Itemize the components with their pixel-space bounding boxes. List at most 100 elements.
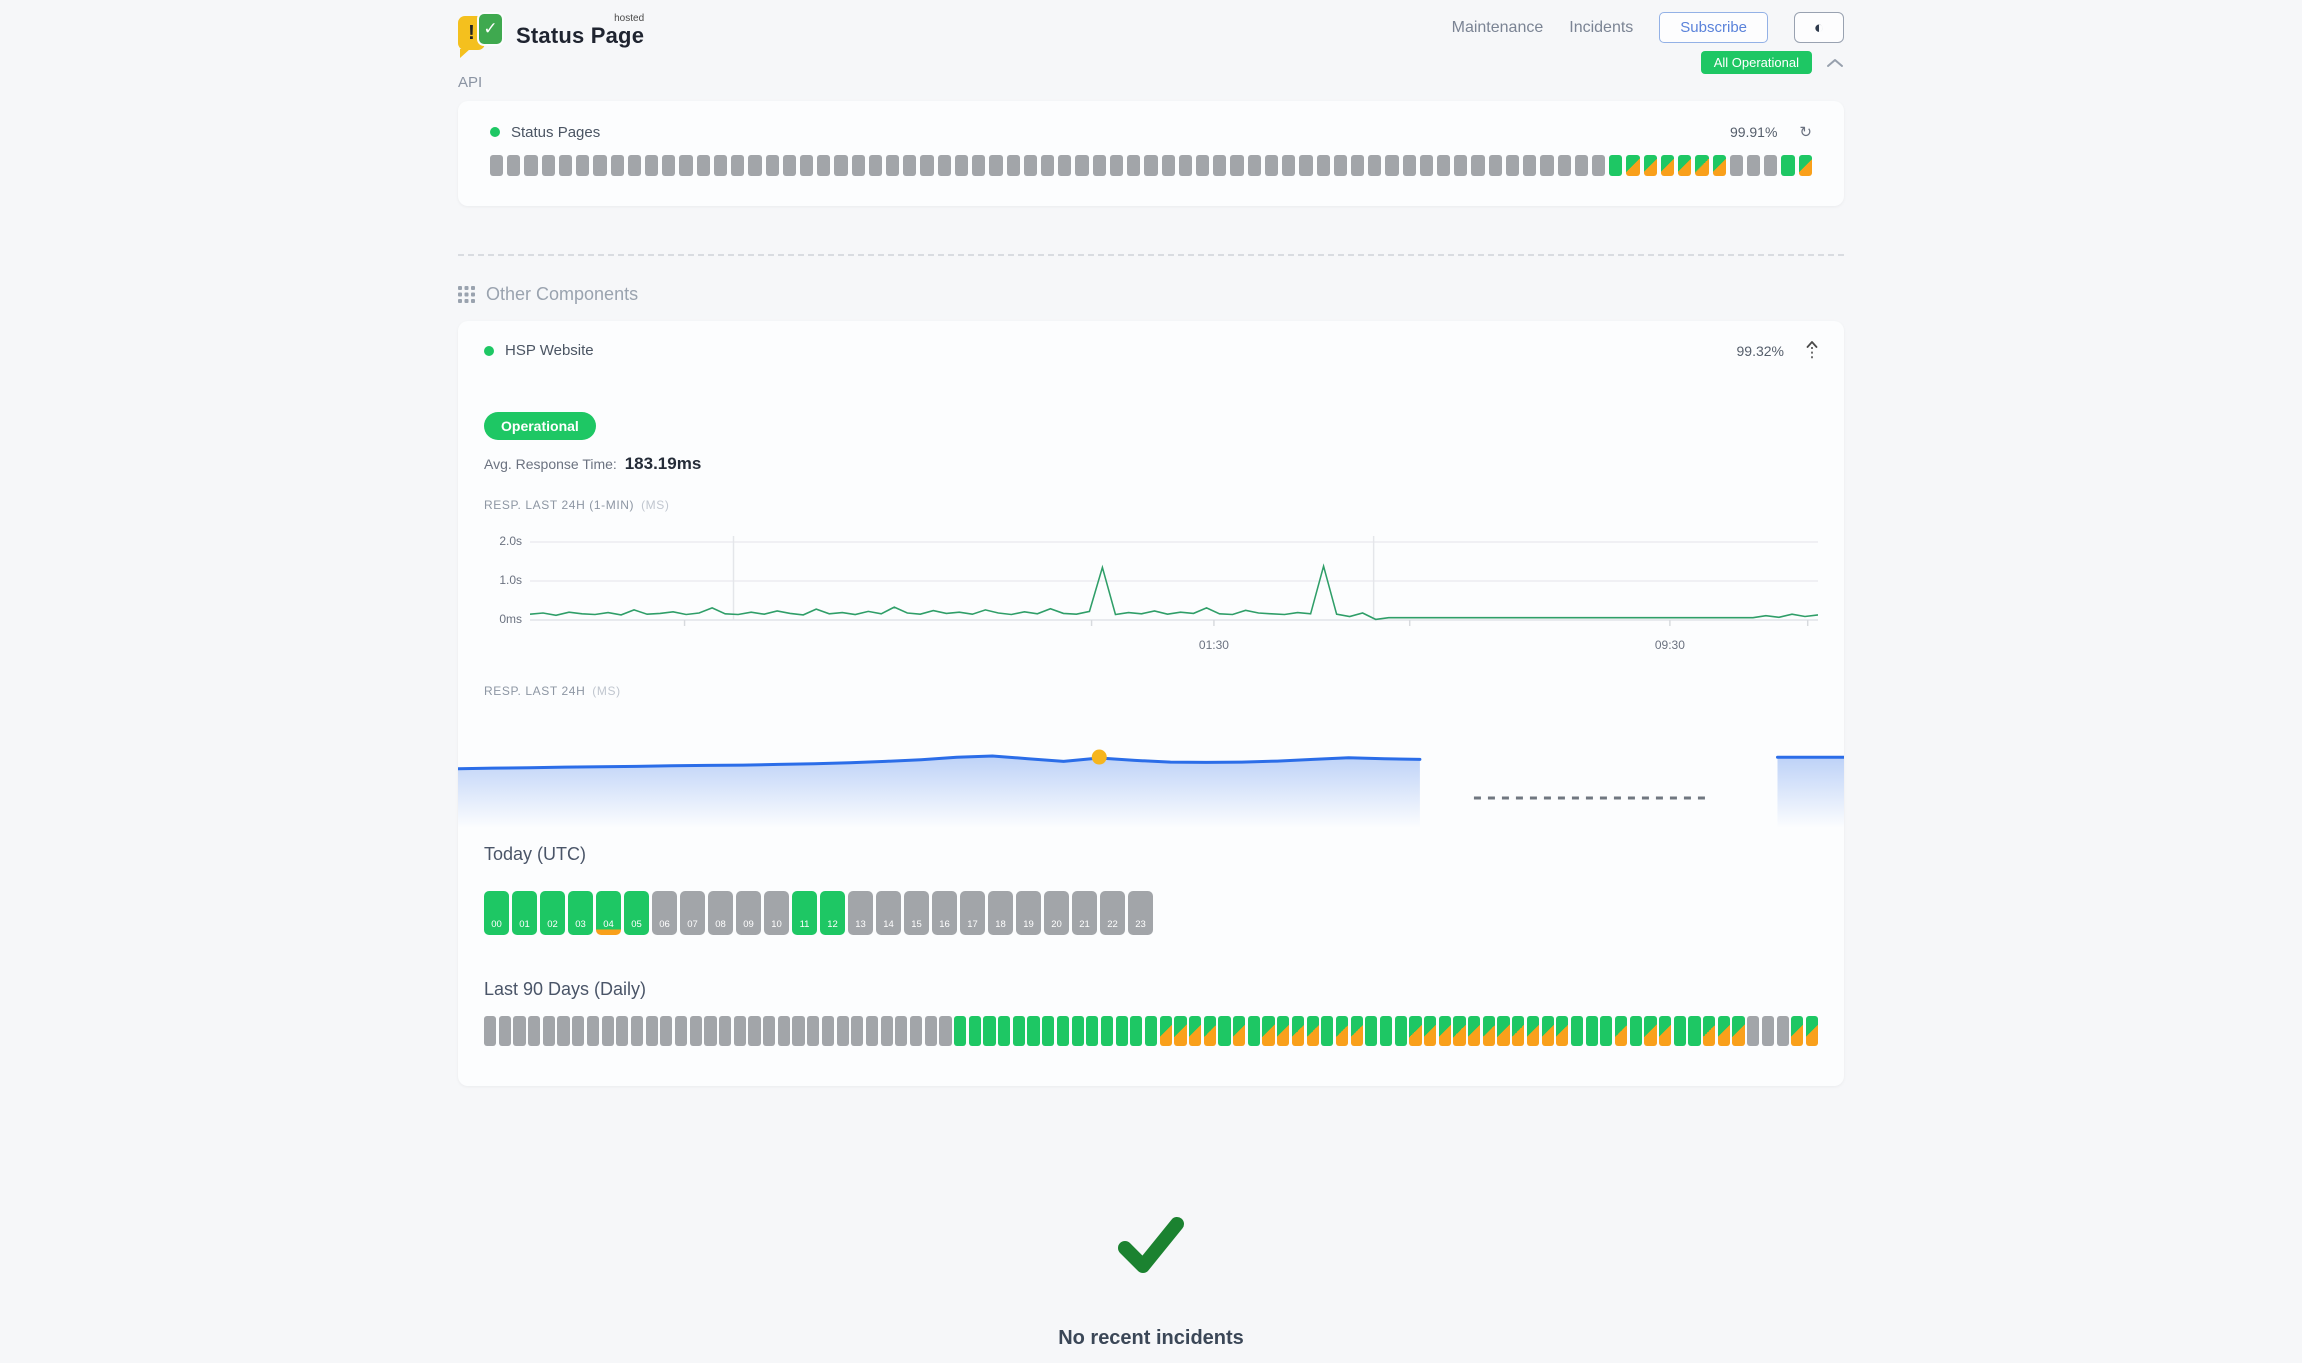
uptime-bar[interactable] [1526, 1016, 1539, 1046]
uptime-bar[interactable] [1453, 1016, 1466, 1046]
uptime-bar[interactable] [851, 1016, 864, 1046]
uptime-bar[interactable] [1189, 1016, 1202, 1046]
uptime-bar[interactable] [1471, 155, 1485, 176]
uptime-bar[interactable] [1316, 155, 1330, 176]
uptime-bar[interactable] [1644, 1016, 1657, 1046]
uptime-bar[interactable] [1218, 1016, 1231, 1046]
uptime-bar[interactable] [1540, 155, 1554, 176]
uptime-bar[interactable] [524, 155, 538, 176]
uptime-bar[interactable] [1454, 155, 1468, 176]
uptime-bar[interactable] [1161, 155, 1175, 176]
hour-block[interactable]: 06 [652, 891, 677, 935]
uptime-bar[interactable] [731, 155, 745, 176]
refresh-icon[interactable]: ↻ [1799, 124, 1812, 141]
uptime-bar[interactable] [1368, 155, 1382, 176]
uptime-bar[interactable] [1419, 155, 1434, 176]
uptime-bar[interactable] [696, 155, 710, 176]
uptime-bar[interactable] [1488, 155, 1502, 176]
uptime-bar[interactable] [1100, 1016, 1114, 1046]
uptime-bar[interactable] [1747, 1016, 1760, 1046]
hour-block[interactable]: 12 [820, 891, 845, 935]
uptime-bar[interactable] [1075, 155, 1089, 176]
uptime-bar[interactable] [586, 1016, 599, 1046]
uptime-bar[interactable] [821, 1016, 834, 1046]
uptime-bar[interactable] [1306, 1016, 1319, 1046]
uptime-bar[interactable] [1027, 1016, 1040, 1046]
hour-block[interactable]: 18 [988, 891, 1013, 935]
hour-block[interactable]: 08 [708, 891, 733, 935]
hour-block[interactable]: 22 [1100, 891, 1125, 935]
uptime-bar[interactable] [616, 1016, 629, 1046]
uptime-bar[interactable] [507, 155, 521, 176]
uptime-bar[interactable] [1746, 155, 1761, 176]
uptime-bar[interactable] [660, 1016, 673, 1046]
uptime-bar[interactable] [1512, 1016, 1525, 1046]
uptime-bar[interactable] [1195, 155, 1210, 176]
hour-block[interactable]: 07 [680, 891, 705, 935]
uptime-bar[interactable] [792, 1016, 805, 1046]
uptime-bar[interactable] [903, 155, 917, 176]
uptime-bar[interactable] [1058, 155, 1072, 176]
uptime-bar[interactable] [645, 1016, 658, 1046]
uptime-bar[interactable] [954, 1016, 967, 1046]
uptime-bar[interactable] [1574, 155, 1588, 176]
uptime-bar[interactable] [1402, 155, 1416, 176]
uptime-bar[interactable] [1385, 155, 1399, 176]
uptime-bar[interactable] [748, 155, 762, 176]
uptime-bar[interactable] [1468, 1016, 1481, 1046]
uptime-bar[interactable] [1523, 155, 1537, 176]
uptime-bar[interactable] [834, 155, 848, 176]
uptime-bar[interactable] [627, 155, 641, 176]
uptime-bar[interactable] [1805, 1016, 1819, 1046]
uptime-bar[interactable] [1006, 155, 1020, 176]
hour-block[interactable]: 05 [624, 891, 649, 935]
uptime-bar[interactable] [1277, 1016, 1290, 1046]
hour-block[interactable]: 10 [764, 891, 789, 935]
uptime-bar[interactable] [1776, 1016, 1789, 1046]
uptime-bar[interactable] [610, 155, 624, 176]
uptime-bar[interactable] [1437, 155, 1451, 176]
uptime-bar[interactable] [1570, 1016, 1584, 1046]
uptime-bar[interactable] [1333, 155, 1347, 176]
hour-block[interactable]: 20 [1044, 891, 1069, 935]
uptime-bar[interactable] [498, 1016, 511, 1046]
uptime-bar[interactable] [909, 1016, 923, 1046]
uptime-bar[interactable] [1264, 155, 1279, 176]
uptime-bar[interactable] [1643, 155, 1657, 176]
uptime-bar[interactable] [1712, 155, 1726, 176]
uptime-bar[interactable] [1660, 155, 1675, 176]
uptime-bar[interactable] [765, 155, 779, 176]
nav-maintenance[interactable]: Maintenance [1451, 18, 1544, 36]
uptime-bar[interactable] [689, 1016, 702, 1046]
hour-block[interactable]: 13 [848, 891, 873, 935]
hour-block[interactable]: 01 [512, 891, 537, 935]
uptime-bar[interactable] [1781, 155, 1795, 176]
uptime-bar[interactable] [1086, 1016, 1099, 1046]
uptime-bar[interactable] [1659, 1016, 1672, 1046]
hour-block[interactable]: 02 [540, 891, 565, 935]
nav-incidents[interactable]: Incidents [1569, 18, 1634, 36]
uptime-bar[interactable] [484, 1016, 497, 1046]
hour-block[interactable]: 21 [1072, 891, 1097, 935]
uptime-bar[interactable] [1717, 1016, 1730, 1046]
uptime-bar[interactable] [972, 155, 986, 176]
hour-block[interactable]: 04 [596, 891, 621, 935]
logo[interactable]: ! ✓ hosted Status Page [458, 12, 644, 58]
uptime-bar[interactable] [1609, 155, 1623, 176]
uptime-bar[interactable] [1600, 1016, 1613, 1046]
uptime-bar[interactable] [851, 155, 865, 176]
uptime-bar[interactable] [1262, 1016, 1275, 1046]
uptime-bar[interactable] [1130, 1016, 1143, 1046]
uptime-bar[interactable] [1409, 1016, 1422, 1046]
uptime-bar[interactable] [1614, 1016, 1628, 1046]
uptime-bar[interactable] [1482, 1016, 1495, 1046]
uptime-bar[interactable] [1798, 155, 1812, 176]
uptime-bar[interactable] [630, 1016, 644, 1046]
uptime-bar[interactable] [1335, 1016, 1349, 1046]
uptime-bar[interactable] [1144, 1016, 1158, 1046]
uptime-bar[interactable] [1247, 155, 1261, 176]
uptime-bar[interactable] [799, 155, 814, 176]
uptime-bar[interactable] [1497, 1016, 1510, 1046]
uptime-bar[interactable] [1092, 155, 1106, 176]
uptime-bar[interactable] [576, 155, 590, 176]
